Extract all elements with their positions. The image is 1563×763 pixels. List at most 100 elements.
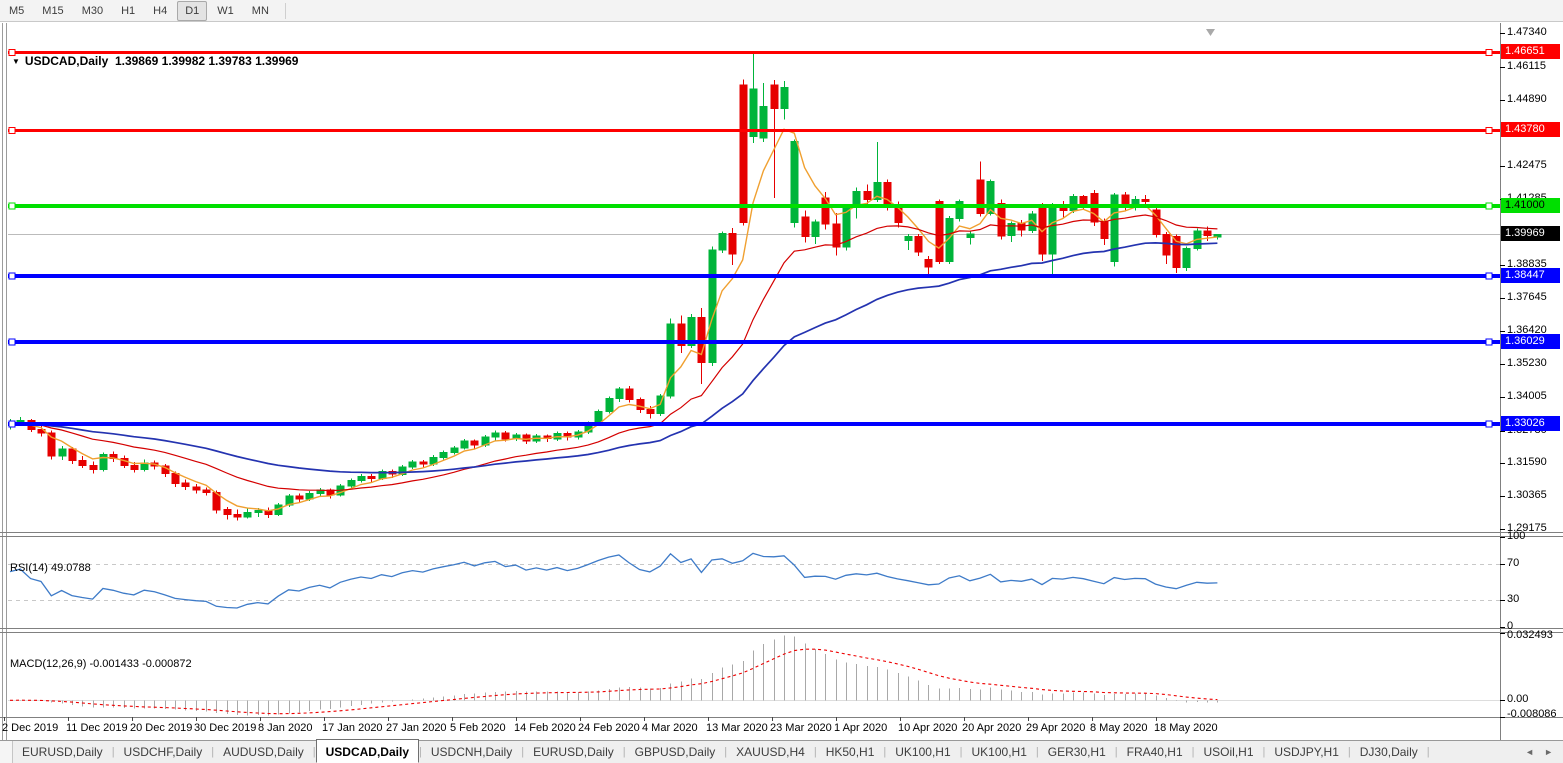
tab-separator: | xyxy=(1262,746,1266,758)
hline-handle[interactable] xyxy=(8,338,16,346)
hline-price-label-1.43780: 1.43780 xyxy=(1501,122,1560,137)
date-axis-label: 4 Mar 2020 xyxy=(642,722,698,734)
macd-axis-tick: -0.008086 xyxy=(1507,708,1557,720)
tab-separator: | xyxy=(1191,746,1195,758)
rsi-axis-tick: 100 xyxy=(1507,530,1526,542)
chart-tab-dj30-daily[interactable]: DJ30,Daily xyxy=(1359,745,1418,759)
tab-separator: | xyxy=(1426,746,1430,758)
timeframe-button-d1[interactable]: D1 xyxy=(177,0,208,21)
date-axis-label: 23 Mar 2020 xyxy=(770,722,832,734)
chart-canvas[interactable] xyxy=(0,23,1563,740)
chart-tab-bar: EURUSD,Daily | USDCHF,Daily | AUDUSD,Daily | U… xyxy=(0,738,1563,763)
chart-tab-uk100-h1[interactable]: UK100,H1 xyxy=(895,745,951,759)
price-axis-tick: 1.42475 xyxy=(1507,159,1547,171)
chart-tab-xauusd-h4[interactable]: XAUUSD,H4 xyxy=(736,745,805,759)
price-axis-tick: 1.44890 xyxy=(1507,93,1547,105)
hline-handle[interactable] xyxy=(1485,420,1493,428)
chart-tab-eurusd-daily[interactable]: EURUSD,Daily xyxy=(533,745,614,759)
chart-tab-hk50-h1[interactable]: HK50,H1 xyxy=(825,745,875,759)
rsi-axis-tick: 30 xyxy=(1507,593,1520,605)
rsi-indicator-label: RSI(14) 49.0788 xyxy=(10,562,91,574)
tab-separator: | xyxy=(1114,746,1118,758)
tab-nav: ◄ ► xyxy=(1525,747,1563,757)
date-axis-label: 17 Jan 2020 xyxy=(322,722,383,734)
current-price-label: 1.39969 xyxy=(1501,226,1560,241)
hline-handle[interactable] xyxy=(8,48,16,57)
rsi-axis-tick: 70 xyxy=(1507,557,1520,569)
chart-tab-audusd-daily[interactable]: AUDUSD,Daily xyxy=(223,745,304,759)
chart-tab-eurusd-daily[interactable]: EURUSD,Daily xyxy=(22,745,103,759)
date-axis-label: 27 Jan 2020 xyxy=(386,722,447,734)
chart-tab-usdcnh-daily[interactable]: USDCNH,Daily xyxy=(430,745,513,759)
tab-separator: | xyxy=(959,746,963,758)
timeframe-button-h1[interactable]: H1 xyxy=(121,4,136,17)
hline-handle[interactable] xyxy=(8,126,16,135)
toolbar-separator xyxy=(284,2,286,19)
hline-price-label-1.38447: 1.38447 xyxy=(1501,268,1560,283)
tab-separator: | xyxy=(724,746,728,758)
macd-indicator-label: MACD(12,26,9) -0.001433 -0.000872 xyxy=(10,658,192,670)
date-axis-label: 5 Feb 2020 xyxy=(450,722,506,734)
hline-price-label-1.46651: 1.46651 xyxy=(1501,44,1560,59)
timeframe-button-h4[interactable]: H4 xyxy=(153,4,168,17)
hline-handle[interactable] xyxy=(8,202,16,210)
tab-separator: | xyxy=(521,746,525,758)
tab-separator: | xyxy=(312,746,316,758)
hline-price-label-1.41000: 1.41000 xyxy=(1501,198,1560,213)
tab-separator: | xyxy=(813,746,817,758)
price-axis-tick: 1.35230 xyxy=(1507,357,1547,369)
chart-tab-usdchf-daily[interactable]: USDCHF,Daily xyxy=(123,745,203,759)
hline-handle[interactable] xyxy=(8,272,16,280)
price-axis-tick: 1.37645 xyxy=(1507,291,1547,303)
tab-scroll-left-icon[interactable]: ◄ xyxy=(1525,747,1535,757)
date-axis-label: 8 May 2020 xyxy=(1090,722,1148,734)
timeframe-button-m5[interactable]: M5 xyxy=(9,4,25,17)
chart-tab-ger30-h1[interactable]: GER30,H1 xyxy=(1047,745,1106,759)
tab-separator: | xyxy=(883,746,887,758)
timeframe-button-m30[interactable]: M30 xyxy=(81,4,104,17)
timeframe-button-mn[interactable]: MN xyxy=(251,4,269,17)
price-axis-tick: 1.47340 xyxy=(1507,26,1547,38)
chart-shift-marker-icon[interactable] xyxy=(1206,29,1215,36)
chart-tab-usoil-h1[interactable]: USOil,H1 xyxy=(1203,745,1254,759)
chart-dropdown-icon[interactable]: ▼ xyxy=(12,57,20,66)
chart-tab-usdcad-daily[interactable]: USDCAD,Daily xyxy=(315,738,419,763)
date-axis-label: 20 Dec 2019 xyxy=(130,722,193,734)
date-axis-label: 30 Dec 2019 xyxy=(194,722,257,734)
hline-handle[interactable] xyxy=(1485,338,1493,346)
price-axis-tick: 1.38835 xyxy=(1507,258,1547,270)
chart-tab-uk100-h1[interactable]: UK100,H1 xyxy=(971,745,1027,759)
macd-axis-tick: 0.032493 xyxy=(1507,629,1553,641)
date-axis-label: 20 Apr 2020 xyxy=(962,722,1022,734)
price-axis-tick: 1.31590 xyxy=(1507,456,1547,468)
tab-separator: | xyxy=(111,746,115,758)
hline-price-label-1.33026: 1.33026 xyxy=(1501,416,1560,431)
chart-tab-gbpusd-daily[interactable]: GBPUSD,Daily xyxy=(634,745,716,759)
price-axis-tick: 1.30365 xyxy=(1507,489,1547,501)
chart-tab-usdjpy-h1[interactable]: USDJPY,H1 xyxy=(1274,745,1339,759)
timeframe-button-m15[interactable]: M15 xyxy=(42,4,64,17)
price-axis-tick: 1.46115 xyxy=(1507,60,1546,72)
chart-window[interactable]: ▼ USDCAD,Daily 1.39869 1.39982 1.39783 1.… xyxy=(0,23,1563,740)
date-axis-label: 8 Jan 2020 xyxy=(258,722,313,734)
rsi-line xyxy=(9,552,1218,609)
timeframe-button-w1[interactable]: W1 xyxy=(217,4,234,17)
hline-price-label-1.36029: 1.36029 xyxy=(1501,334,1560,349)
hline-handle[interactable] xyxy=(1485,48,1493,57)
hline-handle[interactable] xyxy=(1485,202,1493,210)
date-axis-label: 1 Apr 2020 xyxy=(834,722,888,734)
chart-ohlc-values: 1.39869 1.39982 1.39783 1.39969 xyxy=(114,54,299,68)
hline-handle[interactable] xyxy=(8,420,16,428)
tab-scroll-right-icon[interactable]: ► xyxy=(1544,747,1553,757)
fast-ma-line xyxy=(9,128,1218,512)
hline-handle[interactable] xyxy=(1485,126,1493,135)
slow-ma-line xyxy=(9,242,1218,474)
price-axis-tick: 1.34005 xyxy=(1507,390,1547,402)
date-axis-label: 11 Dec 2019 xyxy=(66,722,128,734)
chart-tab-fra40-h1[interactable]: FRA40,H1 xyxy=(1126,745,1183,759)
timeframe-toolbar: M5 M15 M30 H1 H4 D1 W1 MN xyxy=(0,0,1563,22)
hline-handle[interactable] xyxy=(1485,272,1493,280)
tab-bar-gripper[interactable] xyxy=(0,741,13,763)
chart-title: ▼ USDCAD,Daily 1.39869 1.39982 1.39783 1.… xyxy=(12,54,298,68)
